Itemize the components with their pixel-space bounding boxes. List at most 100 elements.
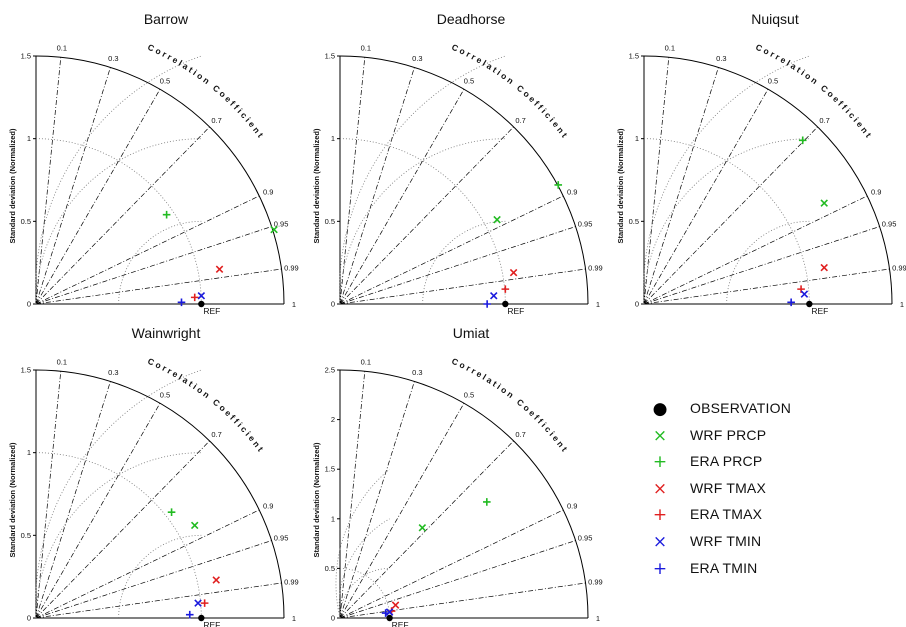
correlation-line <box>339 509 564 619</box>
correlation-line <box>35 540 272 619</box>
point-era-prcp <box>162 210 171 219</box>
legend-item: × WRF TMIN <box>648 531 888 558</box>
legend-item: × WRF PRCP <box>648 425 888 452</box>
correlation-tick-label: 1 <box>596 614 600 623</box>
correlation-line <box>339 67 415 305</box>
correlation-tick-label: 0.3 <box>412 54 422 63</box>
legend-label: ERA PRCP <box>690 453 763 470</box>
point-era-tmax <box>501 285 510 293</box>
y-tick-label: 1 <box>27 134 31 143</box>
correlation-tick-label: 0.5 <box>464 391 474 400</box>
correlation-tick-label: 1 <box>292 614 296 623</box>
point-era-tmin <box>787 298 795 307</box>
y-tick-label: 1 <box>27 448 31 457</box>
correlation-line <box>35 89 161 305</box>
taylor-panel-umiat: Umiat 0 0.5 1 1.5 2 2.5 Standard deviation (Nor… <box>312 325 603 627</box>
y-tick-label: 0.5 <box>325 217 335 226</box>
correlation-line <box>643 89 769 305</box>
taylor-panel-barrow: Barrow 0 0.5 1 1.5 Standard deviation (Normal… <box>8 11 299 316</box>
correlation-tick-label: 0.9 <box>567 188 577 197</box>
correlation-tick-label: 0.95 <box>578 219 593 228</box>
arc-label-path <box>147 49 274 161</box>
correlation-tick-label: 0.5 <box>160 77 170 86</box>
outer-arc <box>643 55 893 305</box>
y-tick-label: 1.5 <box>21 52 31 61</box>
legend-item: + ERA PRCP <box>648 451 888 478</box>
y-tick-label: 0 <box>635 300 639 309</box>
legend-label: OBSERVATION <box>690 400 791 416</box>
outer-arc <box>339 55 589 305</box>
y-tick-label: 1 <box>635 134 639 143</box>
rms-arc <box>339 55 506 305</box>
correlation-line <box>643 226 880 305</box>
legend-label: WRF TMIN <box>690 532 762 549</box>
rms-arc <box>339 138 506 305</box>
y-axis-label: Standard deviation (Normalized) <box>8 128 17 244</box>
correlation-tick-label: 0.9 <box>871 188 881 197</box>
plus-marker-icon: + <box>652 505 668 526</box>
arc-label-path <box>451 49 578 161</box>
correlation-line <box>643 126 818 305</box>
correlation-tick-label: 0.3 <box>108 368 118 377</box>
legend-label: ERA TMAX <box>690 506 763 523</box>
rms-arc <box>422 220 506 305</box>
correlation-tick-label: 1 <box>292 300 296 309</box>
correlation-line <box>339 582 586 619</box>
plus-marker-icon: + <box>652 452 668 473</box>
outer-arc <box>339 369 589 619</box>
correlation-line <box>339 126 514 305</box>
x-marker-icon: × <box>652 531 668 552</box>
correlation-tick-label: 0.7 <box>211 116 221 125</box>
y-tick-label: 0 <box>27 614 31 623</box>
point-wrf-tmin <box>385 608 394 616</box>
ref-label: REF <box>392 620 409 627</box>
observation-marker <box>198 614 205 622</box>
correlation-tick-label: 0.1 <box>57 43 67 52</box>
correlation-tick-label: 0.95 <box>578 533 593 542</box>
point-era-prcp <box>554 181 563 189</box>
observation-marker <box>806 300 813 308</box>
ref-label: REF <box>203 306 220 316</box>
correlation-tick-label: 0.1 <box>57 357 67 366</box>
correlation-line <box>35 582 282 619</box>
correlation-line <box>35 226 272 305</box>
correlation-tick-label: 0.7 <box>515 116 525 125</box>
y-tick-label: 1.5 <box>629 52 639 61</box>
correlation-line <box>643 195 868 305</box>
ref-label: REF <box>203 620 220 627</box>
outer-arc <box>35 55 285 305</box>
panel-title: Deadhorse <box>437 11 506 27</box>
y-axis-label: Standard deviation (Normalized) <box>616 128 625 244</box>
correlation-line <box>339 226 576 305</box>
point-era-tmin <box>177 298 186 307</box>
point-wrf-tmin <box>800 290 809 298</box>
correlation-tick-label: 0.99 <box>284 578 299 587</box>
correlation-tick-label: 0.99 <box>892 264 906 273</box>
rms-arc <box>339 568 390 619</box>
legend-item: × WRF TMAX <box>648 478 888 505</box>
point-wrf-prcp <box>190 521 199 530</box>
rms-arc <box>118 220 202 305</box>
correlation-line <box>643 57 670 305</box>
correlation-line <box>339 268 586 305</box>
correlation-tick-label: 0.1 <box>665 43 675 52</box>
correlation-tick-label: 0.3 <box>716 54 726 63</box>
correlation-tick-label: 0.3 <box>108 54 118 63</box>
y-tick-label: 1 <box>331 134 335 143</box>
correlation-tick-label: 0.7 <box>515 430 525 439</box>
correlation-line <box>643 67 719 305</box>
correlation-tick-label: 1 <box>596 300 600 309</box>
y-axis-label: Standard deviation (Normalized) <box>312 442 321 558</box>
rms-arc <box>35 138 202 305</box>
y-tick-label: 1 <box>331 514 335 523</box>
correlation-line <box>35 57 62 305</box>
point-wrf-prcp <box>493 215 501 224</box>
point-wrf-tmax <box>215 265 224 274</box>
rms-arc <box>35 369 202 619</box>
rms-arc <box>338 518 390 619</box>
y-tick-label: 0 <box>331 300 335 309</box>
correlation-tick-label: 0.95 <box>274 219 289 228</box>
correlation-line <box>35 195 260 305</box>
point-era-tmin <box>185 610 194 619</box>
